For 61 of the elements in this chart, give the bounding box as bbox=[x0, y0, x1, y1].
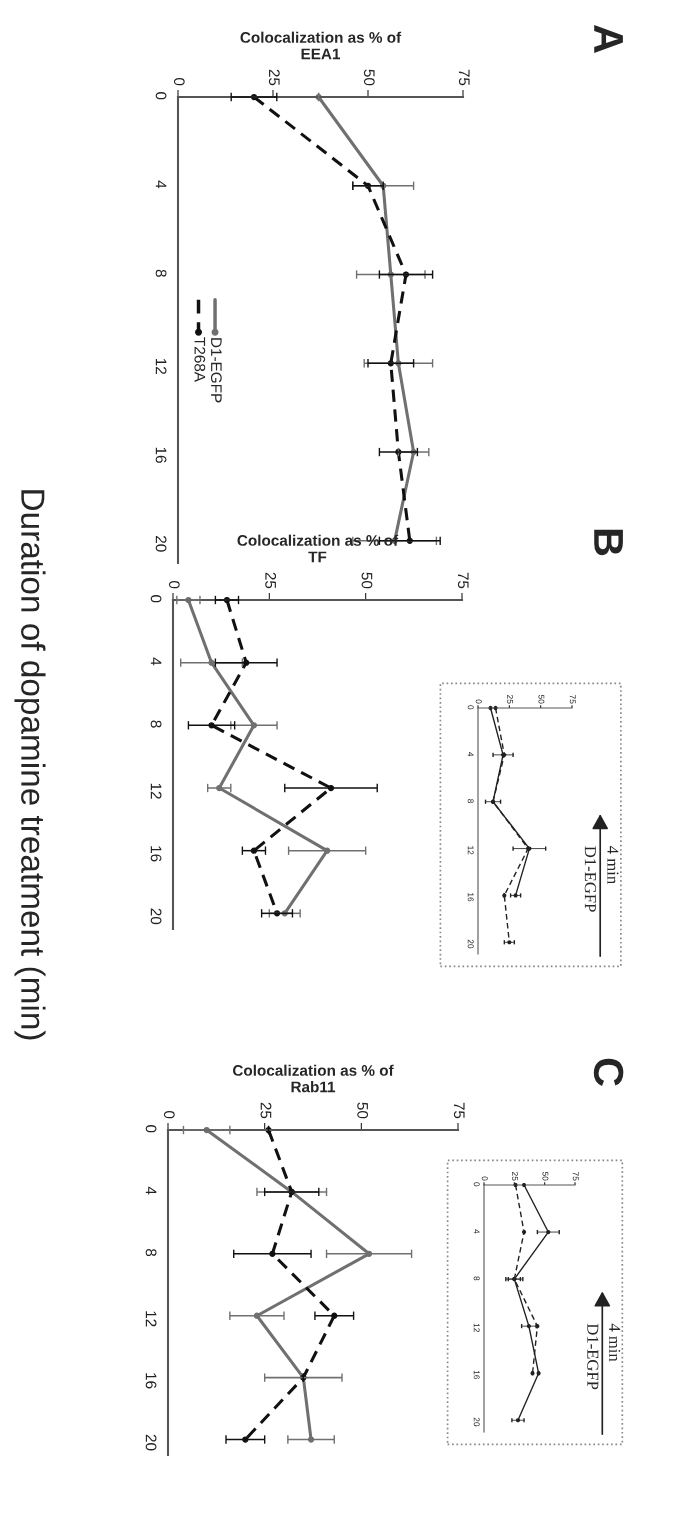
y-tick-label: 4 bbox=[473, 1229, 480, 1234]
x-tick-label: 0 bbox=[481, 1176, 488, 1181]
y-tick-label: 0 bbox=[155, 92, 167, 100]
y-tick-label: 4 bbox=[145, 1186, 157, 1195]
text: D1-EGFP bbox=[587, 1323, 599, 1390]
y-tick-label: 8 bbox=[145, 1248, 157, 1257]
y-tick-label: 20 bbox=[145, 1434, 157, 1451]
x-tick-label: 0 bbox=[168, 580, 180, 589]
x-tick-label: 25 bbox=[507, 694, 513, 704]
y-tick-label: 16 bbox=[150, 846, 162, 862]
text: 4 min bbox=[609, 1323, 621, 1362]
y-tick-label: 4 bbox=[155, 180, 167, 189]
legend-label: D1-EGFP bbox=[210, 338, 222, 403]
x-tick-label: 75 bbox=[572, 1171, 579, 1181]
y-tick-label: 12 bbox=[473, 1323, 480, 1332]
y-tick-label: 0 bbox=[473, 1182, 480, 1187]
y-tick-label: 8 bbox=[467, 799, 474, 803]
x-tick-label: 25 bbox=[512, 1171, 518, 1181]
x-tick-label: 50 bbox=[538, 694, 545, 704]
x-tick-label: 0 bbox=[173, 77, 185, 86]
y-tick-label: 0 bbox=[467, 705, 474, 710]
x-tick-label: 25 bbox=[265, 572, 277, 589]
text: 4 min bbox=[607, 846, 619, 884]
chart-title: Colocalization as % of Rab11 bbox=[232, 1064, 394, 1093]
x-tick-label: 50 bbox=[542, 1171, 549, 1181]
legend-label: T268A bbox=[194, 337, 206, 382]
y-tick-label: 8 bbox=[473, 1276, 480, 1281]
text: A bbox=[594, 24, 623, 53]
y-tick-label: 20 bbox=[473, 1417, 480, 1427]
y-tick-label: 0 bbox=[150, 595, 162, 603]
x-tick-label: 50 bbox=[357, 1102, 369, 1119]
y-tick-label: 0 bbox=[145, 1125, 157, 1133]
y-axis-title: Duration of dopamine treatment (min) bbox=[14, 490, 46, 1040]
x-tick-label: 75 bbox=[453, 1102, 465, 1119]
y-tick-label: 4 bbox=[467, 752, 474, 757]
x-tick-label: 75 bbox=[458, 69, 470, 86]
x-tick-label: 75 bbox=[457, 572, 469, 589]
text: B bbox=[594, 529, 623, 556]
y-tick-label: 16 bbox=[155, 447, 167, 463]
y-tick-label: 16 bbox=[467, 893, 474, 902]
text: D1-EGFP bbox=[584, 846, 596, 912]
y-tick-label: 12 bbox=[467, 846, 474, 855]
x-tick-label: 50 bbox=[363, 69, 375, 86]
y-tick-label: 12 bbox=[150, 783, 162, 799]
y-tick-label: 8 bbox=[155, 269, 167, 277]
x-tick-label: 0 bbox=[163, 1110, 175, 1119]
y-tick-label: 12 bbox=[155, 358, 167, 374]
chart-title: Colocalization as % of EEA1 bbox=[240, 31, 402, 60]
y-tick-label: 20 bbox=[150, 908, 162, 925]
y-tick-label: 20 bbox=[155, 536, 167, 552]
x-tick-label: 25 bbox=[268, 69, 280, 86]
x-tick-label: 25 bbox=[260, 1102, 272, 1119]
x-tick-label: 75 bbox=[569, 694, 576, 704]
y-tick-label: 16 bbox=[473, 1370, 480, 1380]
y-tick-label: 8 bbox=[150, 720, 162, 728]
y-tick-label: 4 bbox=[150, 657, 162, 666]
y-tick-label: 12 bbox=[145, 1311, 157, 1327]
x-tick-label: 50 bbox=[361, 572, 373, 589]
y-tick-label: 20 bbox=[467, 939, 474, 949]
text: C bbox=[593, 1058, 624, 1086]
y-tick-label: 16 bbox=[145, 1373, 157, 1389]
